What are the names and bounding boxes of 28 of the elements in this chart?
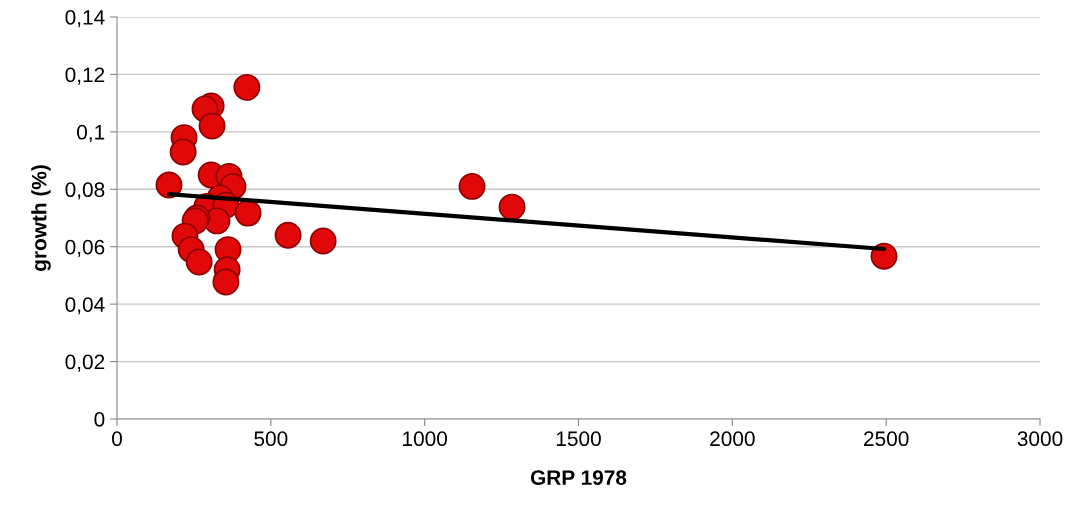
point — [458, 172, 486, 200]
y-tick-label: 0,1 — [77, 124, 105, 143]
x-tick-label: 1000 — [403, 431, 448, 447]
point — [309, 227, 337, 255]
point — [212, 268, 240, 296]
x-tick-label: 500 — [254, 431, 288, 447]
x-tick-label: 0 — [112, 431, 122, 447]
x-axis-title: GRP 1978 — [530, 470, 627, 485]
point — [185, 248, 213, 276]
x-tick-label: 1500 — [556, 431, 601, 447]
y-tick-label: 0,12 — [65, 67, 105, 85]
point — [198, 112, 226, 140]
point — [498, 193, 526, 221]
y-tick-label: 0,14 — [65, 10, 105, 28]
point — [155, 171, 183, 199]
y-tick-label: 0 — [94, 412, 105, 427]
point — [169, 138, 197, 166]
point — [233, 73, 261, 101]
y-tick-label: 0,02 — [65, 354, 105, 372]
y-axis-title: growth (%) — [31, 165, 51, 271]
point — [274, 221, 302, 249]
y-tick-label: 0,08 — [65, 182, 105, 200]
x-tick-label: 3000 — [1017, 431, 1063, 447]
y-tick-label: 0,04 — [65, 297, 105, 315]
x-tick-label: 2500 — [864, 431, 909, 447]
y-tick-label: 0,06 — [65, 239, 105, 257]
point — [234, 199, 262, 227]
x-tick-label: 2000 — [710, 431, 755, 447]
